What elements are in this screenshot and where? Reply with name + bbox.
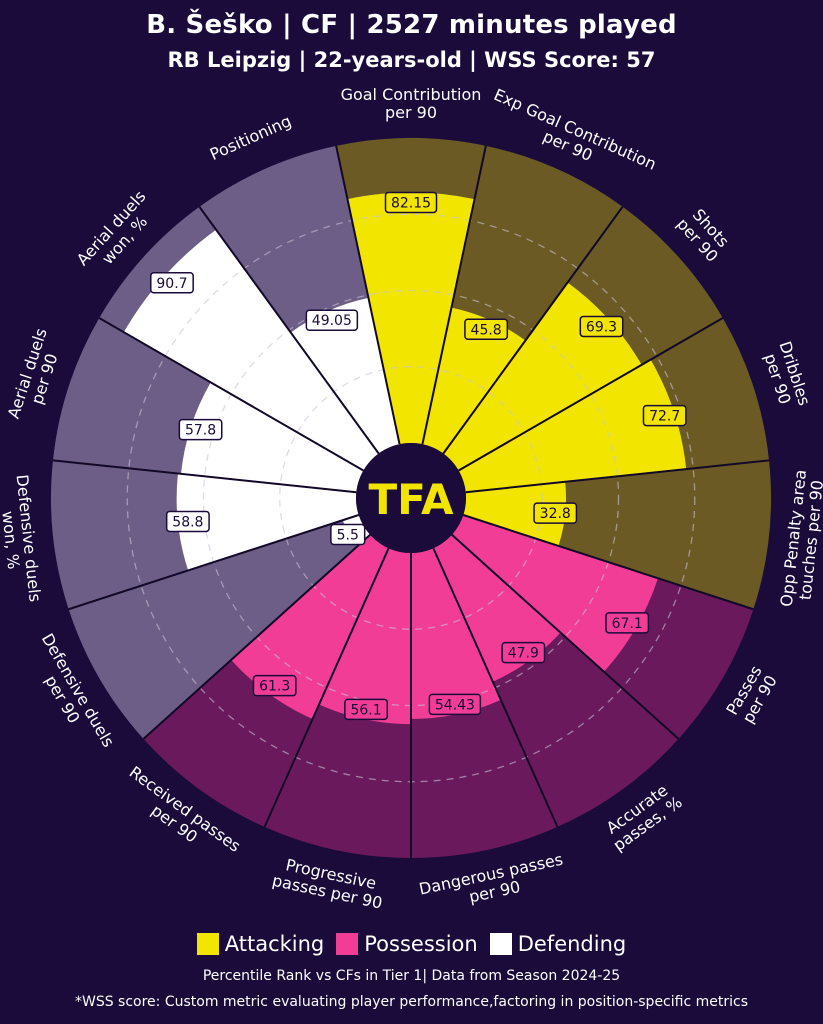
bar-defensive-duels-won xyxy=(176,473,359,571)
wedge-separator xyxy=(421,145,487,445)
value-label-passes-per-90: 67.1 xyxy=(612,616,643,632)
category-label-progressive-passes-per-90: Progressivepasses per 90 xyxy=(271,853,388,912)
value-box-dribbles-per-90 xyxy=(642,404,687,427)
logo-circle xyxy=(356,443,466,553)
value-box-aerial-duels-per-90 xyxy=(178,418,223,441)
value-box-received-passes-per-90 xyxy=(252,674,297,697)
legend-swatch-defending xyxy=(489,933,512,955)
wedge-separator xyxy=(263,547,390,828)
wedge-separator xyxy=(335,145,401,445)
value-label-shots-per-90: 69.3 xyxy=(586,319,617,335)
legend-item-possession: Possession xyxy=(336,932,478,956)
value-box-defensive-duels-per-90 xyxy=(330,523,366,546)
category-label-goal-contribution-per-90: Goal Contribution per 90 xyxy=(341,85,482,122)
value-box-aerial-duels-won xyxy=(150,272,194,294)
value-label-aerial-duels-won: 90.7 xyxy=(156,276,187,292)
wedge-separator xyxy=(451,534,680,740)
category-label-defensive-duels-won: Defensive duelswon, % xyxy=(0,474,45,605)
wedge-separator xyxy=(462,514,754,611)
bar-positioning xyxy=(290,297,400,454)
wedge-separator xyxy=(98,317,364,472)
value-label-exp-goal-contribution-per-90: 45.8 xyxy=(471,322,502,338)
value-label-positioning: 49.05 xyxy=(312,313,352,329)
grid-ring-25 xyxy=(279,366,543,630)
value-box-exp-goal-contribution-per-90 xyxy=(464,318,509,341)
wedge-separator xyxy=(52,459,357,494)
bar-exp-goal-contribution-per-90 xyxy=(422,307,526,454)
wedge-separator xyxy=(198,206,380,455)
value-label-dangerous-passes-per-90: 54.43 xyxy=(435,697,475,713)
bar-received-passes-per-90 xyxy=(231,534,389,720)
logo-text: TFA xyxy=(368,475,454,524)
value-box-passes-per-90 xyxy=(605,612,650,634)
legend-swatch-possession xyxy=(336,933,359,955)
value-label-progressive-passes-per-90: 56.1 xyxy=(350,702,381,718)
footnote-data-source: Percentile Rank vs CFs in Tier 1| Data f… xyxy=(202,968,621,984)
legend-label-attacking: Attacking xyxy=(224,932,325,956)
category-label-passes-per-90: Passesper 90 xyxy=(722,662,781,727)
value-label-goal-contribution-per-90: 82.15 xyxy=(391,195,431,211)
chart-subtitle: RB Leipzig | 22-years-old | WSS Score: 5… xyxy=(167,48,656,72)
legend-label-defending: Defending xyxy=(517,932,627,956)
category-label-dribbles-per-90: Dribblesper 90 xyxy=(758,339,814,413)
value-label-defensive-duels-won: 58.8 xyxy=(172,514,203,530)
value-box-dangerous-passes-per-90 xyxy=(428,693,482,716)
legend-item-defending: Defending xyxy=(489,932,627,956)
wedge-separator xyxy=(442,206,624,455)
wedge-separator xyxy=(432,547,559,828)
bar-dribbles-per-90 xyxy=(458,359,687,493)
footnote-wss-disclaimer: *WSS score: Custom metric evaluating pla… xyxy=(74,994,748,1010)
category-label-dangerous-passes-per-90: Dangerous passesper 90 xyxy=(417,850,568,917)
value-label-opp-penalty-area-touches-per-90: 32.8 xyxy=(540,506,571,522)
value-box-defensive-duels-won xyxy=(165,510,210,533)
value-label-dribbles-per-90: 72.7 xyxy=(649,409,680,425)
legend-swatch-attacking xyxy=(196,933,219,955)
value-label-aerial-duels-per-90: 57.8 xyxy=(185,423,216,439)
wedge-bg-defensive-duels-per-90 xyxy=(68,514,371,739)
bar-progressive-passes-per-90 xyxy=(319,548,411,725)
category-label-opp-penalty-area-touches-per-90: Opp Penalty areatouches per 90 xyxy=(777,469,823,610)
bar-dangerous-passes-per-90 xyxy=(411,548,501,720)
value-box-progressive-passes-per-90 xyxy=(344,698,389,721)
legend-label-possession: Possession xyxy=(364,932,478,956)
legend: Attacking Possession Defending xyxy=(0,932,823,956)
wedge-separator xyxy=(68,514,360,611)
legend-item-attacking: Attacking xyxy=(196,932,325,956)
bar-goal-contribution-per-90 xyxy=(347,192,475,445)
chart-title: B. Šeško | CF | 2527 minutes played xyxy=(146,10,677,40)
wedge-separator xyxy=(458,317,724,472)
wedge-separator xyxy=(142,534,371,740)
bar-aerial-duels-per-90 xyxy=(180,382,364,493)
value-box-opp-penalty-area-touches-per-90 xyxy=(533,502,578,524)
category-label-aerial-duels-per-90: Aerial duelsper 90 xyxy=(4,326,68,427)
value-box-accurate-passes xyxy=(501,641,546,664)
value-label-defensive-duels-per-90: 5.5 xyxy=(337,528,359,544)
wedge-separator xyxy=(465,459,770,494)
value-box-shots-per-90 xyxy=(579,315,624,338)
bar-opp-penalty-area-touches-per-90 xyxy=(463,481,567,546)
value-label-received-passes-per-90: 61.3 xyxy=(259,679,290,695)
category-label-positioning: Positioning xyxy=(207,111,294,164)
value-box-positioning xyxy=(305,309,359,331)
value-label-accurate-passes: 47.9 xyxy=(508,646,539,662)
category-label-shots-per-90: Shotsper 90 xyxy=(673,202,735,265)
value-box-goal-contribution-per-90 xyxy=(384,191,438,214)
